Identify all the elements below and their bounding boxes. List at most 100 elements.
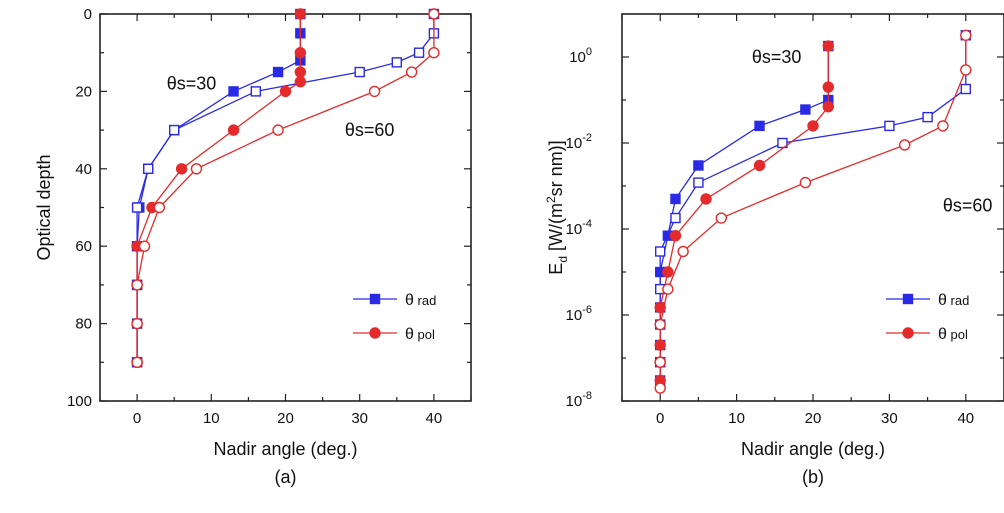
legend-marker-rad bbox=[369, 293, 381, 305]
series-rad-60-line bbox=[136, 14, 435, 363]
y-tick-label: 100 bbox=[67, 393, 92, 410]
legend-label-pol: θ pol bbox=[938, 326, 968, 343]
series-rad-30-point bbox=[272, 66, 284, 78]
series-pol-60-point bbox=[131, 356, 143, 368]
series-pol-60-point bbox=[428, 47, 440, 59]
y-tick-label: 40 bbox=[75, 161, 92, 178]
y-tick-label: 10-8 bbox=[566, 390, 592, 410]
y-tick-exponent: -8 bbox=[582, 390, 592, 402]
legend-label-rad: θ rad bbox=[938, 292, 969, 309]
series-pol-30-point bbox=[294, 66, 307, 78]
series-rad-60-point bbox=[777, 137, 788, 149]
y-tick-base: 10 bbox=[569, 49, 586, 66]
legend-label-pol: θ pol bbox=[405, 326, 435, 343]
series-group bbox=[654, 29, 972, 394]
series-pol-60-point bbox=[405, 66, 418, 78]
series-pol-30-point bbox=[175, 163, 188, 175]
series-pol-30-point bbox=[822, 100, 834, 113]
legend-symbol: θ bbox=[938, 326, 947, 343]
y-tick-exponent: -4 bbox=[582, 218, 592, 230]
panel-label: (b) bbox=[802, 467, 824, 487]
series-pol-30-point bbox=[822, 40, 834, 52]
series-pol-30-point bbox=[822, 81, 834, 93]
series-rad-30-point bbox=[800, 104, 811, 115]
x-axis-label: Nadir angle (deg.) bbox=[741, 439, 885, 459]
legend-sub: rad bbox=[947, 293, 969, 308]
x-tick-label: 20 bbox=[277, 410, 294, 427]
legend-sub: rad bbox=[414, 293, 436, 308]
series-rad-30-line bbox=[659, 46, 829, 381]
legend-sub: pol bbox=[414, 327, 435, 342]
series-pol-30-point bbox=[294, 76, 307, 88]
legend-marker-rad bbox=[902, 293, 914, 305]
y-axis-label-units-end: sr nm)] bbox=[546, 140, 566, 196]
legend-symbol: θ bbox=[405, 326, 414, 343]
panel-a: 0 10 20 30 40 0 20 40 60 80 100 Nadir angle (deg.) (… bbox=[34, 6, 472, 487]
x-tick-label: 40 bbox=[957, 410, 974, 427]
x-tick-label: 20 bbox=[805, 410, 822, 427]
y-axis-label-units: [W/(m bbox=[546, 203, 566, 256]
series-group bbox=[131, 8, 440, 368]
legend-label-rad: θ rad bbox=[405, 292, 436, 309]
y-tick-base: 10 bbox=[566, 307, 583, 324]
legend-marker-pol bbox=[902, 327, 914, 339]
y-axis-label: Optical depth bbox=[34, 154, 54, 260]
legend-marker-pol bbox=[369, 327, 381, 339]
series-rad-30-line bbox=[136, 14, 301, 363]
series-pol-60-point bbox=[715, 212, 728, 224]
y-axis-label-main: E bbox=[546, 263, 566, 275]
panel-label: (a) bbox=[275, 467, 297, 487]
series-rad-60-point bbox=[168, 124, 180, 136]
x-tick-label: 0 bbox=[656, 410, 664, 427]
y-tick-label: 10-4 bbox=[566, 218, 592, 238]
series-rad-60-point bbox=[391, 57, 402, 68]
theta-s-annotation: θs=60 bbox=[345, 120, 395, 140]
series-pol-60-point bbox=[937, 120, 949, 132]
series-pol-60-point bbox=[799, 176, 812, 189]
series-pol-30-point bbox=[753, 159, 766, 172]
x-tick-label: 10 bbox=[203, 410, 220, 427]
series-pol-30-line bbox=[659, 46, 829, 381]
series-rad-60-point bbox=[884, 120, 895, 132]
y-tick-base: 10 bbox=[566, 393, 583, 410]
y-tick-label: 10-6 bbox=[566, 304, 592, 324]
series-pol-30-point bbox=[294, 8, 307, 20]
series-pol-60-point bbox=[654, 318, 666, 331]
series-pol-60-line bbox=[136, 14, 435, 363]
series-pol-60-point bbox=[960, 64, 972, 76]
series-rad-60-point bbox=[655, 246, 666, 257]
y-tick-exponent: 0 bbox=[586, 46, 592, 58]
y-tick-exponent: -6 bbox=[582, 304, 592, 316]
series-rad-60-point bbox=[143, 163, 154, 175]
series-rad-30-point bbox=[670, 193, 681, 205]
theta-s-annotation: θs=30 bbox=[167, 74, 217, 94]
y-axis-label-sub: d bbox=[556, 256, 570, 263]
x-tick-label: 10 bbox=[728, 410, 745, 427]
series-pol-60-point bbox=[677, 245, 689, 258]
series-pol-60-point bbox=[654, 356, 666, 368]
y-tick-exponent: -2 bbox=[582, 132, 592, 144]
y-tick-base: 10 bbox=[566, 221, 583, 238]
series-pol-30-point bbox=[227, 124, 240, 136]
legend-symbol: θ bbox=[938, 292, 947, 309]
y-tick-label: 0 bbox=[84, 6, 92, 23]
series-pol-60-point bbox=[131, 317, 143, 330]
x-tick-label: 30 bbox=[351, 410, 368, 427]
series-pol-60-point bbox=[662, 283, 674, 295]
series-rad-60-point bbox=[670, 212, 681, 224]
y-tick-base: 10 bbox=[566, 135, 583, 152]
series-pol-30-line bbox=[136, 14, 301, 363]
series-pol-60-point bbox=[131, 279, 143, 291]
series-pol-60-point bbox=[654, 382, 666, 394]
y-axis-label-sup: 2 bbox=[544, 196, 558, 203]
legend-sub: pol bbox=[947, 327, 968, 342]
y-tick-label: 80 bbox=[75, 316, 92, 333]
series-pol-60-point bbox=[368, 85, 381, 98]
y-tick-label: 60 bbox=[75, 238, 92, 255]
series-rad-30-point bbox=[754, 120, 765, 132]
x-axis-label: Nadir angle (deg.) bbox=[213, 439, 357, 459]
y-tick-label: 10-2 bbox=[566, 132, 592, 152]
series-pol-60-point bbox=[190, 163, 203, 175]
series-rad-60-point bbox=[693, 177, 704, 188]
